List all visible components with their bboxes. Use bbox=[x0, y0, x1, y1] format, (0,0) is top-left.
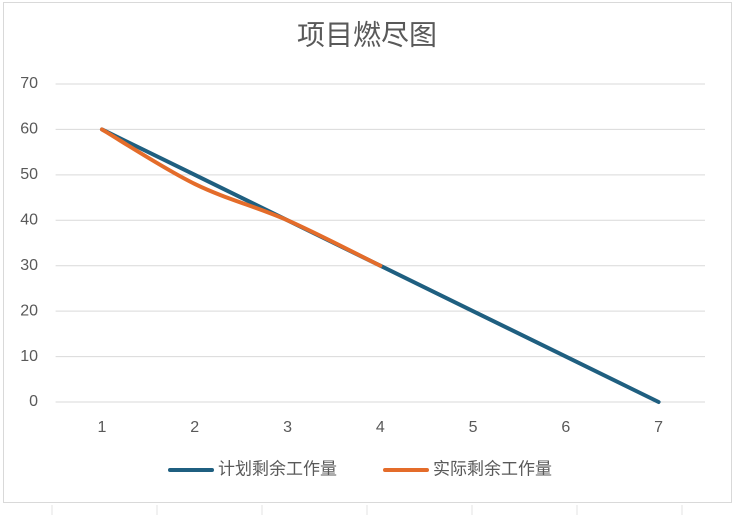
legend-label: 计划剩余工作量 bbox=[218, 459, 337, 478]
x-tick-label: 2 bbox=[190, 419, 199, 436]
y-tick-label: 30 bbox=[20, 257, 38, 274]
chart-title: 项目燃尽图 bbox=[297, 19, 437, 50]
chart-frame bbox=[3, 2, 732, 503]
y-tick-label: 20 bbox=[20, 302, 38, 319]
y-tick-label: 70 bbox=[20, 75, 38, 92]
sheet-background bbox=[51, 505, 683, 515]
x-tick-label: 6 bbox=[561, 419, 570, 436]
x-tick-label: 1 bbox=[98, 419, 107, 436]
y-tick-label: 0 bbox=[29, 393, 38, 410]
legend-label: 实际剩余工作量 bbox=[433, 459, 552, 478]
x-tick-label: 5 bbox=[469, 419, 478, 436]
x-tick-label: 4 bbox=[376, 419, 385, 436]
series-line bbox=[99, 127, 383, 268]
y-tick-label: 60 bbox=[20, 121, 38, 138]
y-tick-label: 10 bbox=[20, 348, 38, 365]
y-tick-label: 50 bbox=[20, 166, 38, 183]
y-tick-label: 40 bbox=[20, 212, 38, 229]
x-tick-label: 7 bbox=[654, 419, 663, 436]
x-tick-label: 3 bbox=[283, 419, 292, 436]
